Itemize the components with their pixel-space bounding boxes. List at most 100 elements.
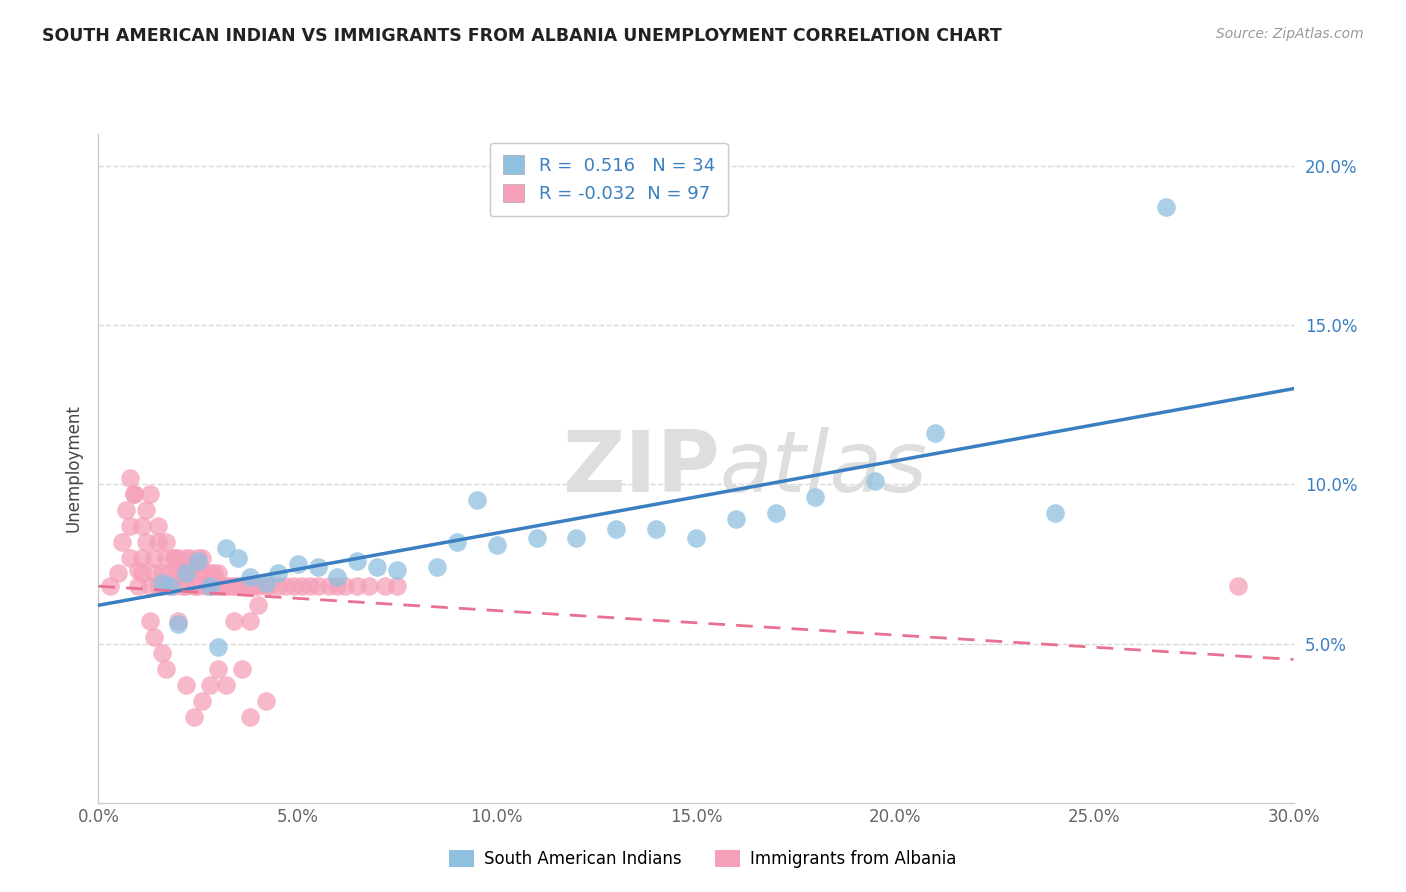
Point bbox=[107, 566, 129, 581]
Point bbox=[159, 566, 181, 581]
Point bbox=[131, 550, 153, 565]
Point bbox=[155, 662, 177, 676]
Point bbox=[150, 566, 173, 581]
Point bbox=[143, 566, 166, 581]
Point bbox=[307, 579, 329, 593]
Point bbox=[191, 566, 214, 581]
Point bbox=[139, 579, 162, 593]
Text: Source: ZipAtlas.com: Source: ZipAtlas.com bbox=[1216, 27, 1364, 41]
Point bbox=[183, 566, 205, 581]
Text: atlas: atlas bbox=[720, 426, 928, 510]
Point bbox=[135, 534, 157, 549]
Point bbox=[246, 599, 269, 613]
Point bbox=[239, 579, 262, 593]
Point bbox=[172, 579, 194, 593]
Point bbox=[465, 493, 488, 508]
Point bbox=[143, 630, 166, 644]
Point bbox=[385, 563, 409, 577]
Point bbox=[298, 579, 321, 593]
Point bbox=[207, 662, 229, 676]
Point bbox=[163, 550, 186, 565]
Point bbox=[645, 522, 668, 536]
Point bbox=[120, 550, 142, 565]
Point bbox=[1226, 579, 1249, 593]
Point bbox=[685, 532, 707, 546]
Point bbox=[207, 566, 229, 581]
Point bbox=[287, 557, 309, 571]
Point bbox=[267, 566, 290, 581]
Point bbox=[198, 678, 221, 692]
Point bbox=[159, 579, 181, 593]
Point bbox=[267, 579, 290, 593]
Point bbox=[326, 569, 349, 583]
Point bbox=[131, 518, 153, 533]
Point bbox=[143, 550, 166, 565]
Point bbox=[426, 560, 449, 574]
Point bbox=[1154, 200, 1177, 214]
Point bbox=[385, 579, 409, 593]
Point bbox=[148, 534, 170, 549]
Point bbox=[724, 512, 747, 526]
Point bbox=[290, 579, 312, 593]
Point bbox=[226, 579, 249, 593]
Point bbox=[283, 579, 305, 593]
Point bbox=[235, 579, 257, 593]
Point bbox=[222, 614, 245, 628]
Point bbox=[163, 550, 186, 565]
Point bbox=[183, 710, 205, 724]
Point bbox=[127, 563, 149, 577]
Point bbox=[167, 617, 190, 632]
Legend: South American Indians, Immigrants from Albania: South American Indians, Immigrants from … bbox=[443, 843, 963, 875]
Point bbox=[100, 579, 122, 593]
Point bbox=[167, 566, 190, 581]
Text: ZIP: ZIP bbox=[562, 426, 720, 510]
Point bbox=[326, 579, 349, 593]
Point bbox=[195, 566, 218, 581]
Point bbox=[179, 566, 201, 581]
Y-axis label: Unemployment: Unemployment bbox=[65, 404, 83, 533]
Point bbox=[215, 541, 238, 555]
Point bbox=[222, 579, 245, 593]
Legend: R =  0.516   N = 34, R = -0.032  N = 97: R = 0.516 N = 34, R = -0.032 N = 97 bbox=[489, 143, 727, 216]
Point bbox=[198, 579, 221, 593]
Point bbox=[198, 566, 221, 581]
Point bbox=[174, 566, 197, 581]
Point bbox=[239, 614, 262, 628]
Point bbox=[246, 579, 269, 593]
Point bbox=[120, 471, 142, 485]
Point bbox=[346, 579, 368, 593]
Point bbox=[565, 532, 588, 546]
Point bbox=[167, 550, 190, 565]
Point bbox=[924, 426, 946, 441]
Point bbox=[174, 550, 197, 565]
Point bbox=[239, 710, 262, 724]
Point bbox=[254, 576, 277, 591]
Point bbox=[359, 579, 381, 593]
Point bbox=[191, 550, 214, 565]
Point bbox=[150, 579, 173, 593]
Point bbox=[148, 518, 170, 533]
Point bbox=[202, 579, 225, 593]
Point bbox=[174, 678, 197, 692]
Point bbox=[187, 554, 209, 568]
Point bbox=[155, 550, 177, 565]
Point bbox=[124, 487, 146, 501]
Point bbox=[446, 534, 468, 549]
Point bbox=[135, 502, 157, 516]
Point bbox=[231, 662, 253, 676]
Point bbox=[198, 579, 221, 593]
Point bbox=[179, 550, 201, 565]
Point bbox=[243, 579, 266, 593]
Point bbox=[804, 490, 827, 504]
Point bbox=[150, 646, 173, 660]
Point bbox=[172, 566, 194, 581]
Point bbox=[374, 579, 396, 593]
Text: SOUTH AMERICAN INDIAN VS IMMIGRANTS FROM ALBANIA UNEMPLOYMENT CORRELATION CHART: SOUTH AMERICAN INDIAN VS IMMIGRANTS FROM… bbox=[42, 27, 1002, 45]
Point bbox=[187, 579, 209, 593]
Point bbox=[259, 579, 281, 593]
Point bbox=[207, 640, 229, 654]
Point bbox=[863, 474, 887, 488]
Point bbox=[191, 694, 214, 708]
Point bbox=[163, 579, 186, 593]
Point bbox=[231, 579, 253, 593]
